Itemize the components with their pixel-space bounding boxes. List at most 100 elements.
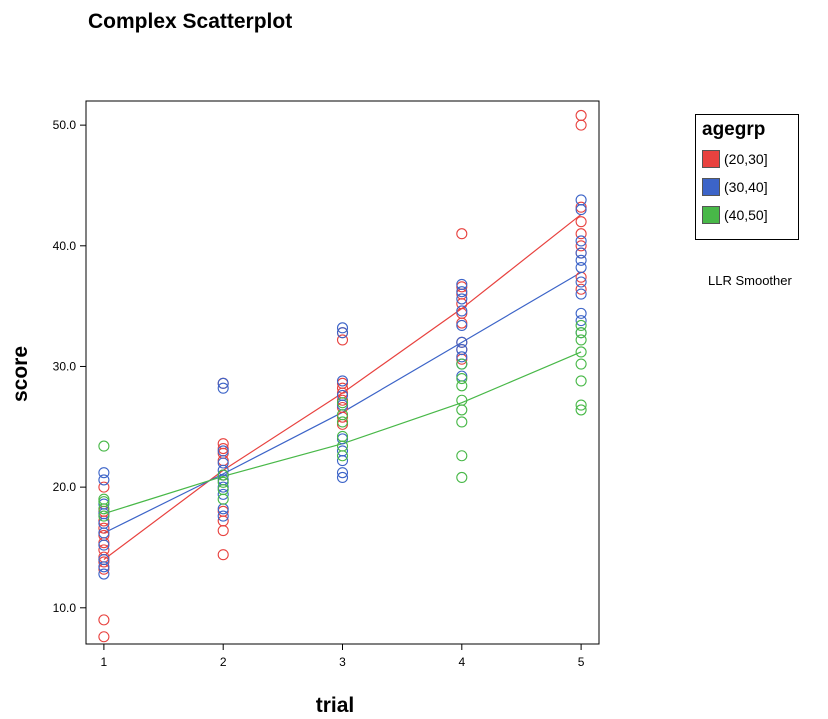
x-tick-label: 3 <box>339 655 346 669</box>
data-point <box>217 438 229 450</box>
data-point <box>98 467 110 479</box>
data-point <box>456 351 468 363</box>
data-point <box>336 322 349 334</box>
smoother-line <box>103 213 582 561</box>
data-point <box>98 474 110 486</box>
data-point <box>217 377 229 389</box>
data-point <box>217 476 229 488</box>
data-point <box>575 319 587 331</box>
data-point <box>217 488 229 500</box>
plot-frame <box>85 100 600 645</box>
data-point <box>456 305 468 317</box>
data-point <box>217 549 229 561</box>
data-point <box>98 631 110 643</box>
data-point <box>217 503 229 515</box>
data-point <box>456 370 468 382</box>
legend-item-20-30: (20,30] <box>702 147 768 171</box>
x-tick-label: 4 <box>458 655 465 669</box>
data-point <box>336 433 349 445</box>
data-point <box>575 254 587 266</box>
data-point <box>336 375 349 387</box>
data-point <box>456 471 468 484</box>
data-point <box>217 469 229 481</box>
data-point <box>575 109 587 122</box>
data-point <box>98 553 110 566</box>
data-point <box>575 375 587 387</box>
data-point <box>336 430 349 443</box>
data-point <box>456 317 468 329</box>
legend-swatch <box>702 206 720 224</box>
y-tick-label: 50.0 <box>53 118 77 132</box>
data-point <box>456 358 468 370</box>
data-point <box>456 380 468 392</box>
data-point <box>98 440 110 452</box>
x-tick-label: 2 <box>220 655 227 669</box>
data-point <box>456 450 468 462</box>
data-point <box>575 228 587 240</box>
data-point <box>456 319 468 331</box>
data-point <box>98 493 110 505</box>
data-point <box>217 525 229 537</box>
data-point <box>575 276 587 288</box>
legend-label: (30,40] <box>724 179 768 195</box>
data-point <box>456 281 468 293</box>
data-point <box>336 409 349 421</box>
y-axis-label: score <box>9 346 32 402</box>
data-point <box>98 568 110 580</box>
data-point <box>336 467 349 479</box>
data-point <box>217 510 229 522</box>
y-tick-label: 40.0 <box>53 239 77 253</box>
data-point <box>575 288 587 300</box>
data-point <box>336 397 349 409</box>
data-point <box>336 334 349 346</box>
data-point <box>98 561 110 573</box>
data-point <box>336 416 349 428</box>
legend-swatch <box>702 150 720 168</box>
data-point <box>98 539 110 551</box>
y-tick-label: 10.0 <box>53 601 77 615</box>
data-point <box>575 358 587 370</box>
data-point <box>456 286 468 298</box>
legend-label: (40,50] <box>724 207 768 223</box>
data-point <box>217 464 229 476</box>
legend-item-40-50: (40,50] <box>702 203 768 227</box>
x-tick-label: 1 <box>101 655 108 669</box>
legend-item-30-40: (30,40] <box>702 175 768 199</box>
data-point <box>217 505 229 517</box>
data-point <box>575 346 587 358</box>
legend-swatch <box>702 178 720 196</box>
data-point <box>217 481 229 493</box>
data-point <box>336 389 349 401</box>
data-point <box>456 416 468 428</box>
data-point <box>575 247 587 259</box>
data-point <box>575 216 587 228</box>
y-tick-label: 20.0 <box>53 480 77 494</box>
data-point <box>575 261 587 274</box>
data-point <box>98 481 110 493</box>
data-point <box>98 510 110 522</box>
legend: agegrp (20,30] (30,40] (40,50] <box>695 114 799 240</box>
data-point <box>98 614 110 626</box>
data-point <box>98 556 110 568</box>
legend-label: (20,30] <box>724 151 768 167</box>
y-tick-label: 30.0 <box>53 359 77 373</box>
data-point <box>456 307 468 319</box>
data-point <box>575 235 587 247</box>
data-point <box>456 293 468 305</box>
data-point <box>575 119 587 131</box>
data-point <box>336 445 349 457</box>
data-point <box>575 201 587 213</box>
data-point <box>575 240 587 252</box>
data-point <box>456 372 468 385</box>
data-point <box>456 278 468 290</box>
data-point <box>217 382 229 394</box>
data-point <box>575 404 587 416</box>
data-point <box>336 401 349 414</box>
data-point <box>575 315 587 327</box>
data-point <box>456 344 468 356</box>
x-axis-label: trial <box>316 694 355 717</box>
data-point <box>336 394 349 406</box>
data-point <box>217 483 229 496</box>
data-point <box>575 399 587 411</box>
